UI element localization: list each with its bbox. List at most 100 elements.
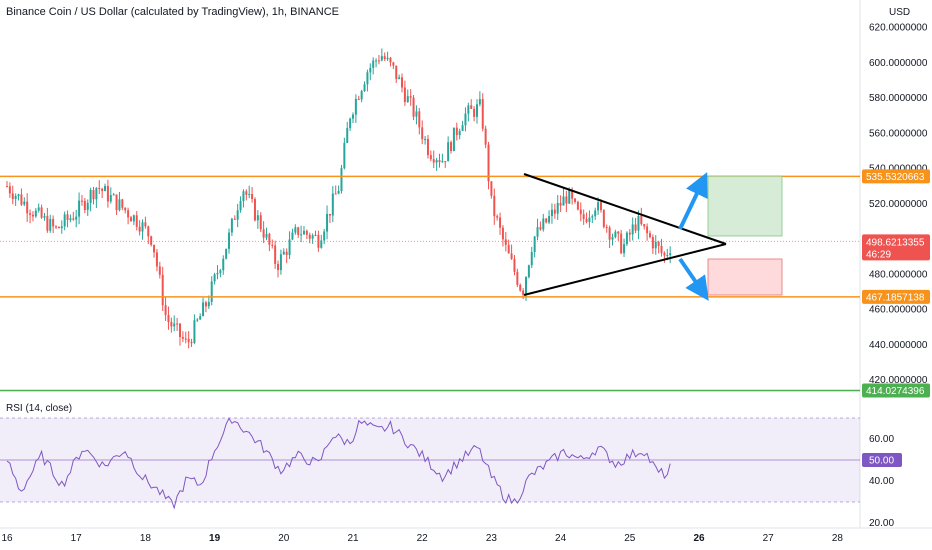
candle-body (138, 226, 141, 232)
candle-body (328, 213, 331, 216)
support-tag-bg (862, 289, 930, 304)
time-tick-label: 21 (347, 533, 359, 544)
candle-body (265, 233, 268, 238)
price-tick-label: 480.0000000 (869, 269, 928, 280)
candle-body (403, 87, 406, 103)
candle-body (493, 195, 496, 217)
time-tick-label: 25 (624, 533, 636, 544)
price-tick-label: 600.0000000 (869, 58, 928, 69)
candle-body (522, 290, 525, 295)
candle-body (473, 108, 476, 117)
candle-body (501, 227, 504, 240)
candle-body (576, 201, 579, 210)
price-tick-label: 540.0000000 (869, 164, 928, 175)
candle-body (481, 99, 484, 129)
candle-body (173, 323, 176, 327)
candle-body (484, 128, 487, 145)
candle-body (640, 215, 643, 225)
candle-body (352, 114, 354, 119)
candle-body (340, 168, 343, 191)
candle-body (135, 215, 138, 227)
candle-body (176, 323, 179, 325)
time-tick-label: 27 (763, 533, 775, 544)
candle-body (132, 215, 135, 222)
candle-body (300, 234, 303, 236)
candle-body (383, 56, 386, 60)
candle-body (245, 191, 248, 195)
candle-body (548, 216, 551, 223)
candle-body (95, 187, 98, 200)
candle-body (78, 200, 81, 217)
candle-body (256, 215, 259, 221)
triangle-upper-trendline (523, 173, 727, 245)
candle-body (478, 99, 481, 105)
candle-body (421, 127, 424, 140)
candle-body (666, 255, 669, 257)
candle-body (55, 226, 58, 228)
triangle-lower-trendline (523, 243, 727, 296)
candle-body (320, 240, 323, 248)
candle-body (562, 196, 565, 206)
candle-body (447, 142, 450, 162)
candle-body (167, 315, 170, 322)
candle-body (435, 160, 438, 163)
candle-body (153, 244, 156, 253)
candle-body (389, 57, 392, 63)
candle-body (608, 227, 611, 240)
candle-body (323, 231, 326, 241)
candle-body (337, 190, 340, 194)
candle-body (43, 216, 46, 218)
candle-body (190, 342, 193, 344)
candle-body (660, 245, 663, 253)
candle-body (184, 338, 187, 340)
candle-body (565, 196, 568, 204)
breakout-up-arrow (678, 172, 708, 230)
candle-body (31, 214, 34, 217)
candle-body (291, 232, 294, 240)
candle-body (499, 217, 502, 228)
candle-body (559, 202, 562, 206)
short-target-box (707, 258, 783, 296)
candle-body (392, 62, 395, 66)
candle-body (80, 200, 83, 202)
time-tick-label: 23 (486, 533, 498, 544)
candle-body (305, 230, 308, 235)
candle-body (605, 226, 608, 228)
candle-body (452, 127, 455, 152)
candle-body (161, 274, 164, 306)
price-tick-label: 460.0000000 (869, 305, 928, 316)
candle-body (377, 60, 380, 62)
candle-body (326, 213, 329, 232)
candle-body (527, 265, 530, 278)
rsi-tick-label: 60.00 (869, 434, 894, 445)
candle-body (363, 84, 366, 92)
candle-body (539, 227, 542, 230)
candle-body (536, 227, 539, 237)
candle-body (46, 216, 49, 231)
candle-body (475, 104, 478, 117)
candle-body (519, 284, 522, 291)
candle-body (29, 213, 32, 215)
candle-body (6, 186, 8, 188)
candle-body (60, 226, 63, 229)
price-tick-label: 440.0000000 (869, 340, 928, 351)
candle-body (124, 207, 127, 211)
candle-body (438, 160, 441, 163)
candle-body (202, 302, 205, 317)
candle-body (274, 245, 277, 264)
candle-body (510, 253, 513, 259)
time-tick-label: 24 (555, 533, 567, 544)
current-price-tag-bg (862, 234, 930, 261)
candle-body (8, 186, 11, 194)
candle-body (109, 195, 112, 202)
candle-body (89, 190, 92, 203)
candle-body (219, 270, 222, 274)
candle-body (354, 98, 357, 115)
candle-body (331, 193, 334, 216)
candle-body (262, 229, 265, 238)
candle-body (236, 210, 239, 220)
candle-body (83, 200, 86, 210)
candle-body (441, 161, 444, 163)
